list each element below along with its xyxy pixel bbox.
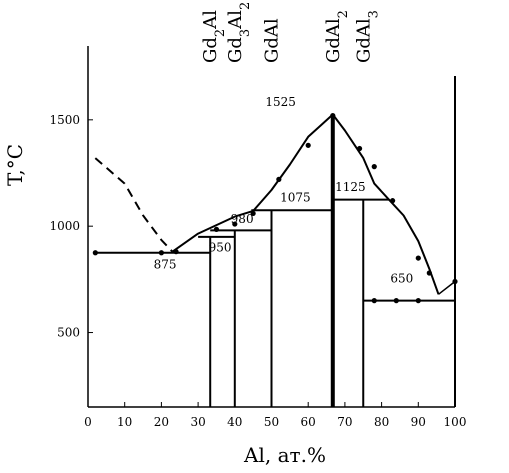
- y-tick-label: 500: [57, 326, 80, 340]
- y-axis-title: T,°C: [3, 144, 27, 186]
- phase-boundaries: [94, 113, 456, 407]
- phase-label: Gd2Al: [200, 10, 228, 63]
- data-point: [393, 298, 399, 304]
- data-point: [371, 164, 377, 170]
- data-point: [232, 221, 238, 227]
- data-point: [452, 278, 458, 285]
- data-point: [250, 210, 256, 217]
- temperature-label: 950: [209, 241, 232, 255]
- phase-label: GdAl: [262, 18, 283, 63]
- temperature-labels: 875 950 980 1075 1525 1125 650: [154, 95, 414, 286]
- temperature-label: 1525: [265, 95, 296, 109]
- liquidus-dashed-curve: [94, 157, 174, 253]
- x-tick-label: 10: [117, 415, 132, 429]
- x-tick-label: 50: [264, 415, 279, 429]
- x-axis-title: Al, ат.%: [243, 443, 326, 467]
- data-point: [390, 198, 396, 204]
- data-point: [158, 250, 164, 256]
- y-tick-label: 1000: [49, 219, 80, 233]
- x-tick-label: 60: [301, 415, 316, 429]
- x-tick-label: 40: [227, 415, 242, 429]
- x-tick-label: 30: [190, 415, 205, 429]
- y-tick-label: 1500: [49, 113, 80, 127]
- x-tick-label: 70: [337, 415, 352, 429]
- x-tick-label: 80: [374, 415, 389, 429]
- temperature-label: 1075: [280, 191, 311, 205]
- experimental-points: [92, 112, 458, 304]
- data-point: [276, 176, 282, 182]
- data-point: [173, 249, 179, 255]
- data-point: [356, 145, 363, 152]
- data-point: [305, 142, 311, 148]
- data-point: [426, 270, 432, 276]
- x-tick-label: 20: [154, 415, 169, 429]
- data-point: [330, 112, 336, 119]
- phase-label: GdAl2: [323, 10, 351, 63]
- temperature-label: 980: [231, 212, 254, 226]
- x-tick-label: 100: [444, 415, 467, 429]
- data-point: [415, 255, 421, 261]
- x-tick-label: 0: [84, 415, 92, 429]
- phase-label: Gd3Al2: [225, 2, 253, 63]
- data-point: [415, 298, 421, 304]
- data-point: [92, 250, 98, 256]
- data-point: [213, 226, 220, 232]
- x-tick-label: 90: [411, 415, 426, 429]
- phase-label: GdAl3: [353, 10, 381, 63]
- temperature-label: 1125: [335, 180, 366, 194]
- data-point: [371, 298, 377, 304]
- temperature-label: 650: [390, 272, 413, 286]
- liquidus-curve: [171, 113, 440, 295]
- axis-ticks: 0 10 20 30 40 50 60 70 80 90 100 500 1000 1500: [49, 113, 466, 429]
- liquidus-tail-curve: [438, 280, 456, 295]
- temperature-label: 875: [154, 258, 177, 272]
